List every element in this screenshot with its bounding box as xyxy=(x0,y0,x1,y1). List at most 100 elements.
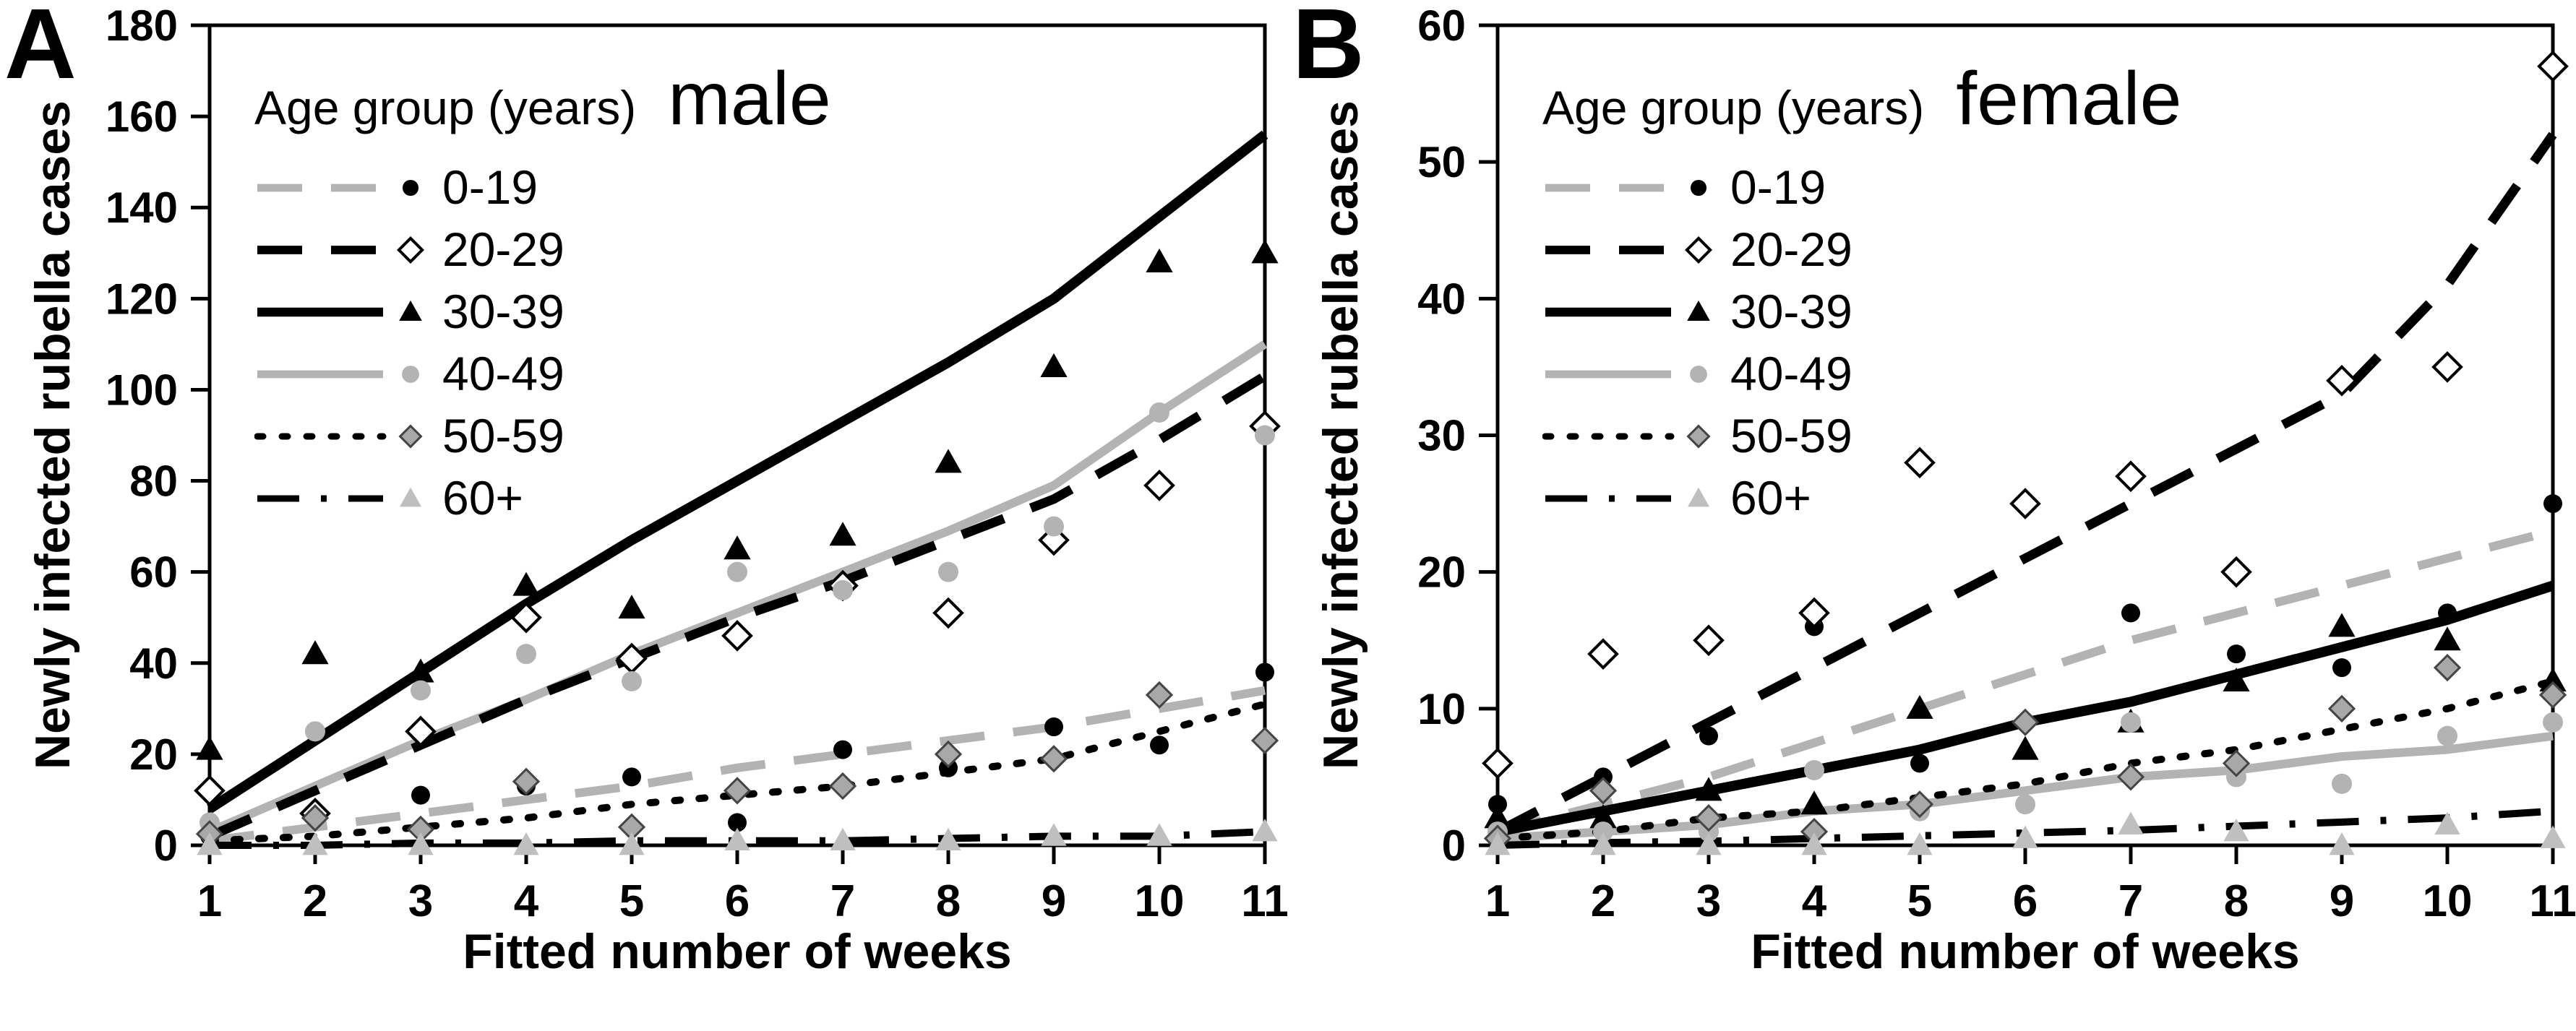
point-diamond xyxy=(1587,638,1619,670)
point-triangle xyxy=(301,640,329,665)
legend-item-0-19: 0-19 xyxy=(254,160,831,214)
point-circle xyxy=(1255,425,1275,446)
x-axis-title: Fitted number of weeks xyxy=(463,924,1012,979)
fit-path xyxy=(209,686,1266,845)
point-triangle xyxy=(1696,832,1722,855)
legend-item-50-59: 50-59 xyxy=(1542,409,2181,462)
chart-title: male xyxy=(668,57,831,141)
plot-canvas-male: 0 20 40 60 80 100 120 140 160 180 1 2 3 4 5 6 7 8 9 10 11 xyxy=(106,1,1288,926)
legend-item-40-49: 40-49 xyxy=(1542,347,2181,400)
point-diamond xyxy=(721,620,753,652)
point-triangle xyxy=(1688,487,1709,507)
legend-header: Age group (years) male xyxy=(254,56,831,142)
y-tick-label: 20 xyxy=(1417,548,1466,597)
legend-rows: 0-19 20-29 30-39 40-49 50-59 60+ xyxy=(254,160,831,525)
point-circle xyxy=(833,579,853,600)
point-diamond xyxy=(510,601,542,634)
point-triangle xyxy=(1485,832,1511,855)
y-tick-label: 180 xyxy=(106,1,178,50)
plot-canvas-female: 0 10 20 30 40 50 60 1 2 3 4 5 6 7 8 9 10 11 xyxy=(1417,1,2576,926)
point-circle xyxy=(1910,754,1929,773)
point-triangle xyxy=(1695,777,1722,801)
axes: 0 20 40 60 80 100 120 140 160 180 1 2 3 4 5 6 7 8 9 10 11 xyxy=(106,1,1288,926)
point-triangle xyxy=(724,535,751,560)
point-circle xyxy=(2332,658,2351,678)
series-points-60+ xyxy=(1485,811,2566,855)
legend-sample-solid xyxy=(1545,366,1707,383)
fit-path xyxy=(207,371,1268,841)
point-diamond xyxy=(2433,653,2462,682)
series-points-20-29 xyxy=(1482,50,2569,780)
legend-label: 40-49 xyxy=(442,347,564,400)
point-triangle xyxy=(400,487,421,507)
fit-path xyxy=(207,340,1268,836)
panel-letter: B xyxy=(1292,0,1365,100)
legend-item-0-19: 0-19 xyxy=(1542,160,2181,214)
point-diamond xyxy=(1798,597,1830,629)
point-triangle xyxy=(1589,804,1617,829)
point-circle xyxy=(1044,717,1063,737)
legend-item-40-49: 40-49 xyxy=(254,347,831,400)
x-tick-label: 8 xyxy=(936,876,961,926)
series-points-30-39 xyxy=(196,239,1279,760)
point-triangle xyxy=(513,832,539,855)
point-diamond xyxy=(1904,447,1936,479)
y-tick-label: 80 xyxy=(129,457,178,506)
x-tick-label: 1 xyxy=(1485,876,1510,926)
legend-label: 30-39 xyxy=(1730,285,1852,338)
fit-path xyxy=(1497,731,2554,843)
point-circle xyxy=(516,644,536,665)
point-diamond xyxy=(723,777,752,805)
legend-label: 0-19 xyxy=(1730,160,1826,214)
panel-female: B Newly infected rubella cases 0 10 20 30 40… xyxy=(1288,0,2576,1031)
legend-item-60+: 60+ xyxy=(254,471,831,525)
y-tick-label: 0 xyxy=(154,821,178,870)
point-triangle xyxy=(1146,248,1173,272)
point-diamond xyxy=(194,775,226,807)
x-tick-label: 11 xyxy=(1241,876,1288,926)
x-axis-title: Fitted number of weeks xyxy=(1751,924,2300,979)
legend-label: 60+ xyxy=(442,471,523,525)
point-diamond xyxy=(2220,556,2252,588)
point-triangle xyxy=(1251,239,1279,264)
point-triangle xyxy=(2223,668,2250,692)
x-tick-label: 1 xyxy=(197,876,222,926)
point-triangle xyxy=(407,658,434,683)
point-triangle xyxy=(408,832,434,855)
point-diamond xyxy=(2009,488,2041,519)
y-tick-label: 40 xyxy=(1417,275,1466,323)
point-diamond xyxy=(2327,694,2356,722)
series-points-50-59 xyxy=(195,681,1279,848)
legend-label: 50-59 xyxy=(1730,409,1852,462)
fit-path xyxy=(207,130,1268,814)
y-tick-label: 0 xyxy=(1442,821,1466,870)
legend-sample-dash-dot xyxy=(1545,487,1709,507)
fit-line-40-49 xyxy=(207,340,1268,836)
fit-path xyxy=(1495,131,2557,836)
point-triangle xyxy=(2118,811,2144,834)
fit-line-20-29 xyxy=(207,371,1268,841)
point-diamond xyxy=(2222,749,2251,777)
legend: Age group (years) male 0-19 20-29 30-39 40-… xyxy=(254,56,831,540)
y-tick-label: 140 xyxy=(106,184,178,232)
point-triangle xyxy=(2539,668,2567,692)
legend-item-30-39: 30-39 xyxy=(1542,285,2181,338)
point-triangle xyxy=(2328,613,2356,637)
legend-rows: 0-19 20-29 30-39 40-49 50-59 60+ xyxy=(1542,160,2181,525)
point-circle xyxy=(1044,516,1064,537)
point-circle xyxy=(1255,663,1274,682)
point-diamond xyxy=(2326,365,2358,397)
legend-label: 60+ xyxy=(1730,471,1811,525)
point-triangle xyxy=(1687,300,1710,321)
legend-item-30-39: 30-39 xyxy=(254,285,831,338)
point-triangle xyxy=(1146,823,1172,846)
legend-title: Age group (years) xyxy=(1542,81,1925,134)
point-triangle xyxy=(829,522,856,546)
point-diamond xyxy=(512,767,541,795)
point-triangle xyxy=(196,735,223,760)
legend-item-50-59: 50-59 xyxy=(254,409,831,462)
x-tick-label: 4 xyxy=(1802,876,1827,926)
legend-label: 20-29 xyxy=(1730,223,1852,276)
point-circle xyxy=(411,680,431,701)
fit-line-0-19 xyxy=(209,686,1266,845)
